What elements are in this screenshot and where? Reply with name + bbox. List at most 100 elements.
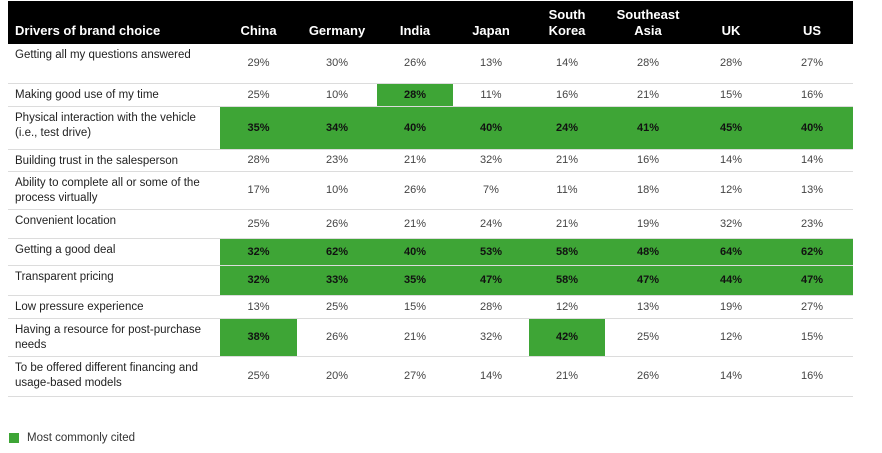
column-header: South Korea	[548, 7, 586, 38]
value-cell: 15%	[691, 83, 771, 107]
value-cell: 30%	[297, 44, 377, 84]
driver-label: Making good use of my time	[8, 83, 220, 107]
value-cell: 21%	[529, 209, 605, 239]
value-cell: 21%	[377, 209, 453, 239]
value-cell: 62%	[771, 238, 853, 266]
column-header: Japan	[472, 23, 510, 38]
value-cell: 35%	[377, 265, 453, 296]
value-cell: 28%	[220, 149, 297, 172]
value-cell: 14%	[453, 356, 529, 397]
value-cell: 16%	[529, 83, 605, 107]
value-cell: 40%	[771, 106, 853, 150]
value-cell: 10%	[297, 171, 377, 210]
value-cell: 21%	[529, 149, 605, 172]
value-cell: 42%	[529, 318, 605, 357]
value-cell: 15%	[771, 318, 853, 357]
value-cell: 11%	[453, 83, 529, 107]
value-cell: 7%	[453, 171, 529, 210]
value-cell: 27%	[771, 44, 853, 84]
driver-label: Building trust in the salesperson	[8, 149, 220, 172]
value-cell: 33%	[297, 265, 377, 296]
value-cell: 47%	[771, 265, 853, 296]
value-cell: 23%	[297, 149, 377, 172]
value-cell: 24%	[453, 209, 529, 239]
driver-label: To be offered different financing and us…	[8, 356, 220, 397]
drivers-table: Drivers of brand choice China Germany Indi…	[8, 1, 853, 397]
value-cell: 14%	[691, 149, 771, 172]
table-row: Building trust in the salesperson 28% 23% 2…	[8, 149, 853, 172]
column-header: UK	[721, 23, 741, 38]
value-cell: 58%	[529, 238, 605, 266]
table-body: Getting all my questions answered 29% 30% 2…	[8, 44, 853, 397]
value-cell: 17%	[220, 171, 297, 210]
value-cell: 26%	[377, 171, 453, 210]
value-cell: 38%	[220, 318, 297, 357]
column-header: Southeast Asia	[616, 7, 680, 38]
value-cell: 27%	[771, 295, 853, 319]
value-cell: 58%	[529, 265, 605, 296]
table-row: Low pressure experience 13% 25% 15% 28% 12% 13…	[8, 295, 853, 319]
value-cell: 35%	[220, 106, 297, 150]
table-row: To be offered different financing and us…	[8, 356, 853, 397]
value-cell: 26%	[297, 209, 377, 239]
value-cell: 28%	[691, 44, 771, 84]
value-cell: 12%	[529, 295, 605, 319]
value-cell: 13%	[771, 171, 853, 210]
driver-label: Transparent pricing	[8, 265, 220, 296]
table-row: Physical interaction with the vehicle (i…	[8, 106, 853, 150]
column-header: India	[399, 23, 431, 38]
value-cell: 21%	[377, 318, 453, 357]
value-cell: 16%	[771, 83, 853, 107]
value-cell: 16%	[605, 149, 691, 172]
driver-label: Getting all my questions answered	[8, 44, 220, 84]
column-header: US	[802, 23, 822, 38]
header-row: Drivers of brand choice China Germany Indi…	[8, 1, 853, 44]
value-cell: 28%	[453, 295, 529, 319]
value-cell: 11%	[529, 171, 605, 210]
value-cell: 21%	[605, 83, 691, 107]
value-cell: 19%	[691, 295, 771, 319]
value-cell: 12%	[691, 171, 771, 210]
value-cell: 13%	[453, 44, 529, 84]
legend-swatch	[9, 433, 19, 443]
value-cell: 32%	[220, 238, 297, 266]
value-cell: 40%	[377, 238, 453, 266]
table-row: Convenient location 25% 26% 21% 24% 21% 19% 32%…	[8, 209, 853, 239]
value-cell: 25%	[220, 356, 297, 397]
driver-label: Low pressure experience	[8, 295, 220, 319]
value-cell: 28%	[377, 83, 453, 107]
value-cell: 14%	[691, 356, 771, 397]
value-cell: 41%	[605, 106, 691, 150]
driver-label: Ability to complete all or some of the p…	[8, 171, 220, 210]
value-cell: 40%	[377, 106, 453, 150]
value-cell: 14%	[771, 149, 853, 172]
legend: Most commonly cited	[9, 432, 135, 444]
value-cell: 12%	[691, 318, 771, 357]
value-cell: 27%	[377, 356, 453, 397]
value-cell: 21%	[529, 356, 605, 397]
driver-label: Convenient location	[8, 209, 220, 239]
value-cell: 15%	[377, 295, 453, 319]
header-label: Drivers of brand choice	[15, 23, 161, 38]
value-cell: 32%	[453, 149, 529, 172]
value-cell: 25%	[297, 295, 377, 319]
value-cell: 10%	[297, 83, 377, 107]
value-cell: 28%	[605, 44, 691, 84]
table-row: Having a resource for post-purchase need…	[8, 318, 853, 357]
column-header: China	[240, 23, 277, 38]
value-cell: 18%	[605, 171, 691, 210]
value-cell: 16%	[771, 356, 853, 397]
value-cell: 29%	[220, 44, 297, 84]
value-cell: 13%	[605, 295, 691, 319]
table-row: Transparent pricing 32% 33% 35% 47% 58% 47% 44%…	[8, 265, 853, 296]
value-cell: 64%	[691, 238, 771, 266]
value-cell: 26%	[605, 356, 691, 397]
value-cell: 32%	[220, 265, 297, 296]
value-cell: 26%	[297, 318, 377, 357]
value-cell: 25%	[605, 318, 691, 357]
value-cell: 47%	[605, 265, 691, 296]
value-cell: 32%	[691, 209, 771, 239]
value-cell: 19%	[605, 209, 691, 239]
table-row: Making good use of my time 25% 10% 28% 11% 16…	[8, 83, 853, 107]
table-row: Getting all my questions answered 29% 30% 2…	[8, 44, 853, 84]
